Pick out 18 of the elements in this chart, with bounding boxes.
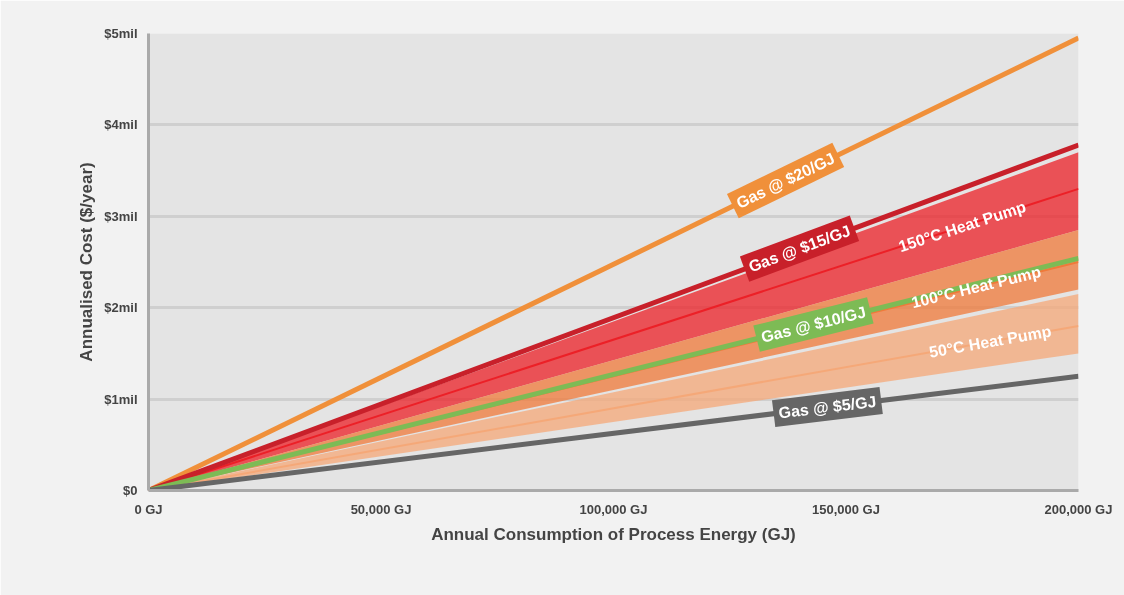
text: Gas @ $10/GJ [759, 303, 868, 346]
x-tick-label: 0 GJ [134, 501, 163, 517]
text: 150°C Heat Pump [896, 197, 1029, 256]
y-axis-title: Annualised Cost ($/year) [77, 162, 97, 362]
x-tick-label: 200,000 GJ [1044, 501, 1113, 517]
y-tick-label: $0 [123, 483, 138, 498]
x-tick-label: 100,000 GJ [579, 501, 648, 517]
y-tick-label: $4mil [104, 117, 138, 133]
text: 50°C Heat Pump [927, 322, 1053, 361]
y-tick-label: $2mil [104, 300, 138, 316]
y-tick-label: $1mil [104, 391, 138, 407]
x-tick-label: 50,000 GJ [350, 501, 412, 517]
x-tick-label: 150,000 GJ [812, 501, 880, 517]
x-axis-title: Annual Consumption of Process Energy (GJ) [431, 524, 796, 544]
y-tick-label: $5mil [104, 26, 138, 41]
text: Gas @ $5/GJ [777, 392, 878, 422]
y-tick-label: $3mil [104, 208, 138, 224]
text: 100°C Heat Pump [909, 263, 1043, 312]
